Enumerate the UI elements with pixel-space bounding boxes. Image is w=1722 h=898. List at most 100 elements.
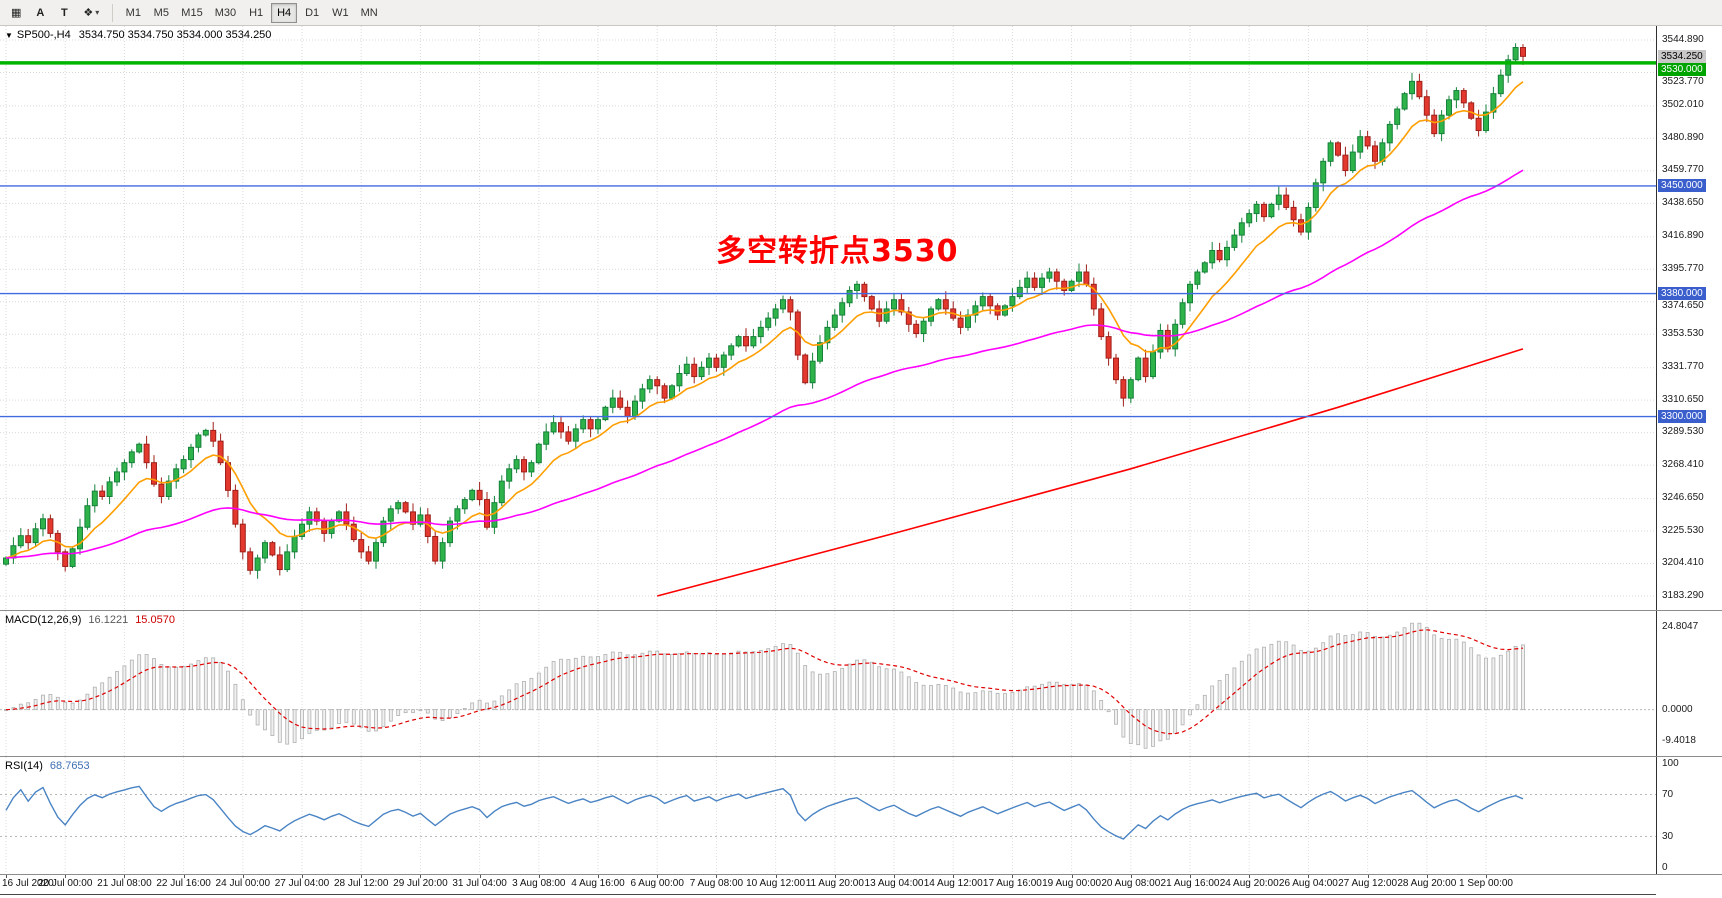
objects-dropdown-button[interactable]: ❖ ▾ (77, 3, 105, 23)
chart-annotation-text[interactable]: 多空转折点3530 (716, 234, 959, 269)
time-axis-tick (65, 875, 67, 878)
time-axis-tick (657, 875, 659, 878)
time-axis-tick (1249, 875, 1251, 878)
macd-panel: MACD(12,26,9) 16.1221 15.0570 24.8047 0.0… (0, 610, 1722, 756)
price-axis-label: 3204.410 (1662, 557, 1704, 569)
time-label: 6 Aug 00:00 (630, 878, 684, 889)
timeframe-button-m15[interactable]: M15 (176, 3, 207, 23)
time-axis-tick (1308, 875, 1310, 878)
time-axis-tick (1190, 875, 1191, 878)
ma-fast (5, 81, 1524, 559)
chart-legend: ▼ SP500-,H4 3534.750 3534.750 3534.000 3… (5, 29, 271, 41)
macd-legend: MACD(12,26,9) 16.1221 15.0570 (5, 614, 175, 626)
time-label: 31 Jul 04:00 (452, 878, 507, 889)
time-label: 27 Aug 12:00 (1338, 878, 1398, 889)
time-axis-tick (124, 875, 126, 878)
hline-price-tag: 3530.000 (1658, 62, 1706, 76)
timeframe-button-h1[interactable]: H1 (243, 3, 269, 23)
rsi-legend: RSI(14) 68.7653 (5, 760, 90, 772)
time-axis-tick (479, 875, 481, 878)
price-axis-label: 3183.290 (1662, 589, 1704, 601)
time-axis-tick (834, 875, 836, 878)
time-label: 28 Aug 20:00 (1397, 878, 1457, 889)
time-axis-tick (775, 875, 777, 878)
rsi-axis-label: 70 (1662, 788, 1674, 800)
price-axis-label: 3395.770 (1662, 262, 1704, 274)
timeframe-button-d1[interactable]: D1 (299, 3, 325, 23)
timeframe-button-mn[interactable]: MN (356, 3, 383, 23)
price-axis-label: 3268.410 (1662, 458, 1704, 470)
timeframe-button-m5[interactable]: M5 (148, 3, 174, 23)
time-axis-tick (953, 875, 955, 878)
time-label: 24 Aug 20:00 (1219, 878, 1279, 889)
time-axis-tick (183, 875, 185, 878)
time-axis-tick (1486, 875, 1487, 878)
macd-signal-value: 15.0570 (135, 614, 175, 626)
toolbar: ▦ A T ❖ ▾ M1 M5 M15 M30 H1 H4 D1 W1 MN (0, 0, 1722, 26)
price-axis-label: 3544.890 (1662, 33, 1704, 45)
time-axis-tick (302, 875, 303, 878)
macd-axis[interactable]: 24.8047 0.0000 -9.4018 (1656, 611, 1722, 756)
moving-averages-layer (5, 81, 1524, 597)
macd-main-value: 16.1221 (88, 614, 129, 626)
rsi-value: 68.7653 (49, 760, 90, 772)
rsi-canvas[interactable] (0, 757, 1656, 874)
hline-price-tag: 3380.000 (1658, 287, 1706, 301)
time-label: 13 Aug 04:00 (864, 878, 924, 889)
hline-price-tag: 3300.000 (1658, 410, 1706, 424)
macd-canvas[interactable] (0, 611, 1656, 756)
price-axis-label: 3459.770 (1662, 164, 1704, 176)
chart-window-button[interactable]: ▦ (5, 3, 27, 23)
timeframe-button-w1[interactable]: W1 (327, 3, 354, 23)
objects-icon: ❖ (83, 7, 94, 19)
chart-ohlc-values: 3534.750 3534.750 3534.000 3534.250 (78, 29, 272, 41)
time-label: 1 Sep 00:00 (1459, 878, 1513, 889)
time-axis-tick (1130, 875, 1132, 878)
collapse-arrow-icon[interactable]: ▼ (5, 30, 13, 40)
time-label: 24 Jul 00:00 (215, 878, 271, 889)
cursor-tool-button[interactable]: A (29, 3, 51, 23)
chevron-down-icon: ▾ (95, 8, 100, 17)
price-axis-label: 3331.770 (1662, 361, 1704, 373)
timeframe-button-m1[interactable]: M1 (120, 3, 146, 23)
time-label: 21 Aug 16:00 (1160, 878, 1220, 889)
time-axis-tick (598, 875, 599, 878)
rsi-panel: RSI(14) 68.7653 100 70 30 0 (0, 756, 1722, 874)
time-axis[interactable]: 16 Jul 2020 20 Jul 00:00 21 Jul 08:00 22 Ju… (0, 874, 1722, 892)
time-label: 29 Jul 20:00 (393, 878, 448, 889)
main-grid-layer (0, 26, 1656, 609)
timeframe-button-h4[interactable]: H4 (271, 2, 298, 23)
price-axis-label: 3480.890 (1662, 131, 1704, 143)
price-axis-label: 3225.530 (1662, 524, 1704, 536)
ma-mid (5, 169, 1524, 559)
time-label: 4 Aug 16:00 (571, 878, 625, 889)
main-chart-canvas[interactable] (0, 26, 1656, 609)
chart-symbol-label: SP500-,H4 (16, 29, 71, 41)
price-axis-label: 3353.530 (1662, 327, 1704, 339)
time-label: 27 Jul 04:00 (274, 878, 330, 889)
time-label: 11 Aug 20:00 (805, 878, 864, 889)
time-axis-tick (538, 875, 540, 878)
macd-axis-label: 24.8047 (1662, 621, 1699, 632)
chart-window-icon: ▦ (11, 7, 22, 19)
time-axis-tick (242, 875, 244, 878)
time-label: 19 Aug 00:00 (1042, 878, 1102, 889)
current-price-tag: 3534.250 (1658, 49, 1706, 63)
time-label: 22 Jul 16:00 (156, 878, 211, 889)
time-axis-tick (716, 875, 718, 878)
hline-price-tag: 3450.000 (1658, 179, 1706, 193)
rsi-axis[interactable]: 100 70 30 0 (1656, 757, 1722, 874)
price-axis-label: 3523.770 (1662, 75, 1704, 87)
time-label: 17 Aug 16:00 (982, 878, 1042, 889)
price-axis-label: 3289.530 (1662, 426, 1704, 438)
rsi-axis-label: 0 (1662, 862, 1668, 873)
price-axis[interactable]: 3544.890 3534.250 3530.000 3523.770 3502.010… (1656, 26, 1722, 610)
text-tool-button[interactable]: T (53, 3, 75, 23)
rsi-line (5, 785, 1524, 840)
timeframe-button-m30[interactable]: M30 (210, 3, 241, 23)
time-axis-tick (1071, 875, 1073, 878)
time-label: 28 Jul 12:00 (333, 878, 389, 889)
price-axis-label: 3438.650 (1662, 196, 1704, 208)
ma-slow (656, 348, 1524, 597)
